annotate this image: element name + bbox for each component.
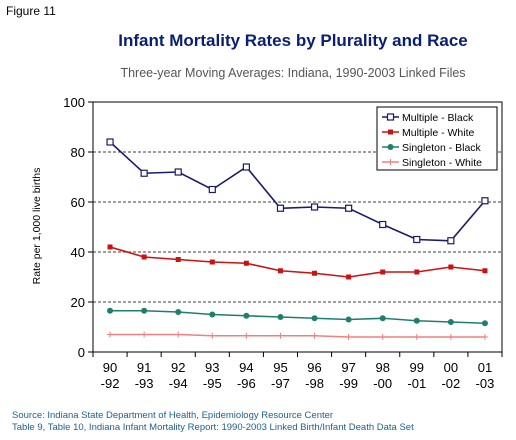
data-point	[414, 269, 420, 275]
series-multiple-white	[107, 244, 488, 280]
x-tick-label: 97 -99	[339, 360, 358, 391]
data-point	[243, 332, 250, 339]
x-tick-label: 90 -92	[101, 360, 120, 391]
series-line	[109, 246, 486, 278]
axes-layer: 0 20 40 60 80 100 90 -92 91 -93 92 -94 93 -95 94 -96 95-…	[63, 95, 503, 391]
data-point	[175, 257, 181, 262]
data-point	[413, 334, 420, 340]
data-point	[345, 204, 353, 212]
data-point	[276, 204, 285, 212]
data-point	[141, 331, 148, 338]
data-point	[448, 264, 454, 270]
x-tick-label: 94 -96	[237, 360, 256, 391]
y-tick-label: 100	[63, 95, 85, 110]
data-point	[277, 332, 284, 339]
data-point	[243, 312, 250, 319]
data-point	[345, 316, 352, 323]
data-point	[481, 197, 489, 205]
legend-item: Multiple - White	[382, 127, 475, 139]
legend-item: Singleton - White	[382, 157, 482, 169]
data-point	[310, 203, 319, 211]
data-point	[107, 244, 113, 250]
data-point	[209, 332, 216, 339]
y-tick-label: 80	[71, 145, 85, 160]
data-point	[386, 113, 395, 121]
x-tick-label: 91 -93	[135, 360, 154, 391]
source-line-1: Source: Indiana State Department of Heal…	[12, 410, 334, 421]
data-point	[209, 311, 216, 318]
legend: Multiple - Black Multiple - White Singleto…	[376, 106, 498, 171]
data-point	[141, 307, 148, 314]
data-point	[346, 274, 352, 280]
legend-item: Multiple - Black	[382, 112, 474, 124]
data-point	[107, 331, 114, 338]
data-point	[379, 334, 386, 340]
series-singleton-white	[107, 331, 488, 340]
y-tick-label: 40	[71, 245, 85, 260]
data-point	[141, 254, 147, 260]
data-point	[242, 163, 250, 171]
data-point	[447, 334, 454, 340]
data-point	[311, 315, 318, 322]
data-point	[106, 138, 114, 146]
y-tick-label: 20	[71, 295, 85, 310]
series-line	[110, 309, 485, 325]
legend-label: Singleton - White	[402, 157, 482, 169]
data-point	[387, 144, 394, 150]
x-tick-label: 01 -03	[476, 360, 495, 391]
legend-label: Multiple - Black	[402, 112, 474, 124]
data-point	[107, 307, 114, 314]
y-tick-label: 60	[71, 195, 85, 210]
series-line	[109, 141, 486, 242]
legend-label: Singleton - Black	[402, 142, 482, 154]
data-point	[447, 319, 454, 325]
data-point	[209, 259, 215, 265]
series-line	[110, 333, 485, 338]
x-tick-label: 00 -02	[441, 360, 460, 391]
data-point	[277, 268, 283, 274]
data-point	[175, 309, 182, 315]
data-point	[380, 269, 386, 275]
series-singleton-black	[107, 307, 488, 327]
data-point	[312, 270, 318, 276]
data-point	[447, 237, 455, 245]
y-tick-label: 0	[78, 345, 85, 360]
data-point	[379, 220, 387, 229]
source-line-2: Table 9, Table 10, Indiana Infant Mortal…	[12, 422, 414, 433]
x-tick-label: 92 -94	[169, 360, 188, 391]
legend-label: Multiple - White	[402, 127, 475, 139]
data-point	[311, 332, 318, 339]
data-point	[243, 260, 249, 266]
x-tick-label: 98 -00	[373, 360, 392, 391]
legend-item: Singleton - Black	[382, 142, 482, 154]
data-point	[481, 334, 488, 340]
x-tick-label: 95 -97	[271, 360, 290, 391]
data-point	[379, 315, 386, 322]
data-point	[208, 185, 216, 194]
series-layer	[106, 138, 489, 340]
data-point	[387, 159, 394, 165]
x-tick-label: 99 -01	[407, 360, 426, 391]
data-point	[388, 129, 393, 135]
data-point	[277, 314, 284, 320]
data-point	[175, 331, 182, 338]
grid-layer	[93, 151, 502, 303]
series-multiple-black	[106, 138, 489, 245]
data-point	[174, 168, 182, 176]
y-axis-label: Rate per 1,000 live births	[31, 168, 43, 285]
chart-subtitle: Three-year Moving Averages: Indiana, 199…	[120, 66, 466, 80]
data-point	[413, 317, 420, 324]
line-chart: 0 20 40 60 80 100 90 -92 91 -93 92 -94 93 -95 94 -96 95-…	[31, 95, 503, 391]
x-tick-label: 96 -98	[305, 360, 324, 391]
data-point	[345, 334, 352, 340]
data-point	[413, 235, 421, 244]
data-point	[482, 268, 488, 274]
chart-title: Infant Mortality Rates by Plurality and …	[118, 31, 468, 50]
data-point	[481, 320, 488, 327]
data-point	[140, 169, 148, 177]
x-tick-label: 93 -95	[203, 360, 222, 391]
figure-label: Figure 11	[6, 4, 56, 18]
